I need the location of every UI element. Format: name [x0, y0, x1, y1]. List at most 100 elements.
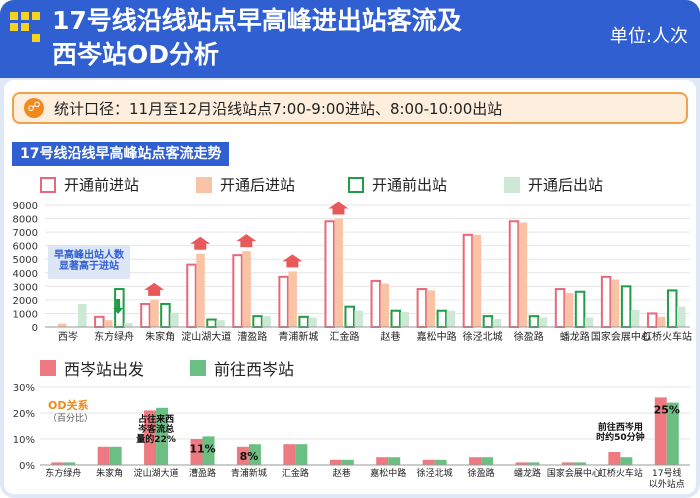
bar-in-pre [646, 312, 658, 328]
bar-out-pre [574, 290, 586, 328]
legend-swatch [504, 176, 520, 193]
bar-in-pre [462, 233, 474, 329]
bar-in-post [104, 320, 113, 327]
bar-out-pre [436, 309, 448, 328]
bar-in-pre [554, 288, 566, 328]
bar-out-pre [252, 315, 263, 328]
up-arrow-icon [282, 254, 303, 268]
legend-swatch [348, 176, 364, 193]
bar-in-pre [186, 263, 197, 329]
x-tick-label: 朱家角 [96, 467, 123, 479]
x-tick-label: 17号线 [652, 467, 681, 479]
x-tick-label: 国家会展中心 [547, 467, 601, 479]
legend-label: 开通后进站 [220, 176, 296, 194]
y-tick-label: 0 [32, 323, 38, 334]
x-tick-label: 青浦新城 [231, 467, 267, 479]
x-tick-label: 徐泾北城 [463, 330, 503, 343]
data-label: 25% [654, 403, 680, 416]
bar-out-pre [620, 285, 632, 329]
legend-label: 西岑站出发 [64, 360, 145, 379]
bar-departure [190, 439, 203, 465]
bar-out-post [262, 316, 271, 327]
bar-departure [469, 457, 482, 465]
legend-item-out-post: 开通后出站 [504, 174, 603, 195]
legend-swatch [40, 176, 56, 193]
bar-out-pre [482, 315, 494, 328]
bar-arrival [202, 436, 215, 465]
bar-arrival [481, 457, 494, 465]
title-line-1: 17号线沿线站点早高峰进出站客流及 [52, 6, 462, 35]
bar-arrival [527, 462, 540, 465]
x-tick-label: 东方绿舟 [94, 330, 134, 343]
bar-out-post [124, 322, 133, 327]
bar-in-post [610, 279, 620, 327]
x-tick-label: 淀山湖大道 [181, 330, 231, 343]
legend-label: 前往西岑站 [214, 360, 295, 379]
x-tick-label: 虹桥火车站 [598, 467, 643, 479]
bar-in-post [150, 299, 159, 327]
bar-arrival [109, 446, 122, 465]
bar-out-post [630, 310, 640, 327]
bar-arrival [434, 459, 447, 465]
y-tick-label: 6000 [13, 242, 38, 253]
legend-label: 开通后出站 [528, 176, 604, 194]
legend-swatch [190, 360, 206, 376]
down-arrow-icon [113, 299, 124, 315]
station-flow-chart: 0 1000 2000 3000 4000 5000 6000 7000 8000 9000 西岑 东… [13, 201, 692, 343]
bar-departure [97, 446, 110, 465]
legend-label: 开通前进站 [64, 176, 140, 194]
bar-out-post [538, 317, 548, 327]
y-tick-label: 30% [13, 383, 35, 394]
bar-departure [376, 457, 389, 465]
bar-out-pre [390, 309, 402, 328]
bar-departure [654, 397, 667, 465]
bar-arrival [573, 462, 586, 465]
header-bar: 17号线沿线站点早高峰进出站客流及 西岑站OD分析 单位:人次 [0, 0, 700, 78]
bar-arrival [388, 457, 401, 465]
up-arrow-icon [328, 201, 349, 215]
x-tick-label: 汇金路 [282, 467, 309, 479]
bar-out-post [492, 318, 502, 327]
bar-departure [561, 462, 574, 465]
bar-in-pre [508, 220, 520, 328]
bar-departure [51, 462, 64, 465]
y-tick-label: 8000 [13, 215, 38, 226]
legend-swatch [40, 360, 56, 376]
bar-departure [236, 446, 249, 465]
x-tick-label: 赵巷 [333, 467, 351, 479]
bar-in-post [472, 234, 482, 327]
y-tick-label: 5000 [13, 255, 38, 266]
legend-label: 开通前出站 [372, 176, 448, 194]
x-tick-label: 淀山湖大道 [134, 467, 179, 479]
bar-in-post [564, 293, 574, 327]
up-arrow-icon [236, 234, 257, 248]
unit-label: 单位:人次 [609, 26, 688, 47]
bar-arrival [63, 462, 76, 465]
bar-arrival [620, 457, 633, 465]
up-arrow-icon [190, 236, 211, 250]
bar-in-post [426, 290, 436, 327]
x-tick-label: 青浦新城 [278, 330, 318, 343]
y-tick-label: 9000 [13, 201, 38, 212]
bar-in-post [380, 283, 390, 327]
y-tick-label: 20% [13, 409, 35, 420]
data-label: 8% [240, 450, 259, 463]
bar-in-pre [140, 302, 151, 329]
bar-out-pre [206, 318, 217, 328]
bar-in-pre [278, 275, 289, 328]
y-tick-label: 1000 [13, 309, 38, 320]
annotation-box [48, 245, 130, 279]
x-tick-label: 蟠龙路 [560, 330, 590, 343]
y-tick-label: 10% [13, 435, 35, 446]
x-tick-label: 东方绿舟 [45, 467, 81, 479]
bar-arrival [666, 402, 679, 465]
x-tick-label: 西岑 [58, 331, 78, 343]
od-chart: 0% 10% 20% 30% OD关系（百分比） 东方绿舟 朱家角 淀山湖大道 漕盈路 青浦新城 汇… [13, 383, 690, 490]
od-title: OD关系 [48, 398, 88, 412]
bar-in-pre [324, 220, 335, 328]
bar-out-post [676, 306, 686, 327]
bar-in-pre [232, 254, 243, 328]
up-arrow-icon [144, 282, 165, 296]
bar-out-post [400, 312, 410, 327]
